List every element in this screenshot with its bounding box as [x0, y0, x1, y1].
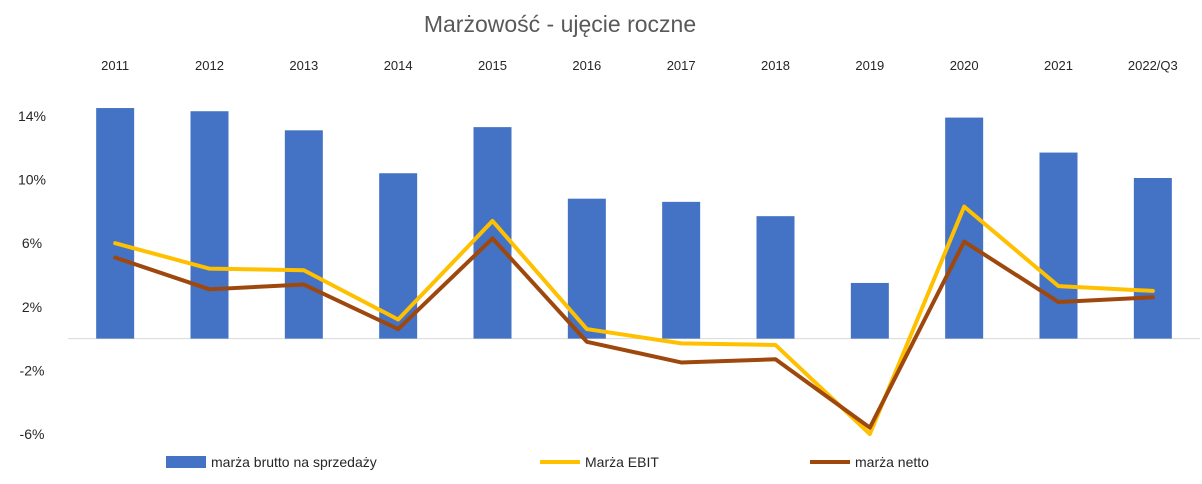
bar	[567, 198, 606, 339]
legend-label: marża netto	[855, 454, 929, 470]
y-tick-label: 6%	[22, 235, 42, 251]
line-series	[113, 204, 1155, 436]
category-label: 2022/Q3	[1128, 58, 1178, 73]
category-labels: 2011 2012 2013 2014 2015 2016 2017 2018 2019 2020…	[101, 58, 1178, 73]
bar	[1039, 152, 1078, 339]
legend-label: Marża EBIT	[585, 454, 659, 470]
category-label: 2019	[855, 58, 884, 73]
legend-swatch	[166, 456, 206, 468]
bar	[945, 117, 984, 339]
category-label: 2012	[195, 58, 224, 73]
y-tick-label: -2%	[20, 362, 45, 378]
series-line	[113, 204, 1155, 436]
category-label: 2015	[478, 58, 507, 73]
category-label: 2016	[572, 58, 601, 73]
y-axis-labels: 14% 10% 6% 2% -2% -6%	[18, 108, 46, 442]
y-tick-label: 10%	[18, 172, 46, 188]
bar	[756, 216, 795, 339]
category-label: 2013	[289, 58, 318, 73]
legend-label: marża brutto na sprzedaży	[211, 454, 377, 470]
category-label: 2017	[667, 58, 696, 73]
bar	[662, 201, 701, 339]
series-line	[113, 236, 1155, 430]
bar-series	[96, 108, 1172, 339]
y-tick-label: 2%	[22, 299, 42, 315]
legend: marża brutto na sprzedaży Marża EBIT marża…	[166, 454, 929, 470]
category-label: 2014	[384, 58, 413, 73]
category-label: 2020	[950, 58, 979, 73]
category-label: 2021	[1044, 58, 1073, 73]
bar	[850, 282, 889, 339]
bar	[190, 111, 229, 339]
y-tick-label: -6%	[20, 426, 45, 442]
bar	[1133, 178, 1172, 339]
bar	[96, 108, 135, 339]
category-label: 2011	[101, 58, 129, 73]
category-label: 2018	[761, 58, 790, 73]
chart-title: Marżowość - ujęcie roczne	[424, 11, 696, 37]
bar	[284, 130, 323, 339]
y-tick-label: 14%	[18, 108, 46, 124]
